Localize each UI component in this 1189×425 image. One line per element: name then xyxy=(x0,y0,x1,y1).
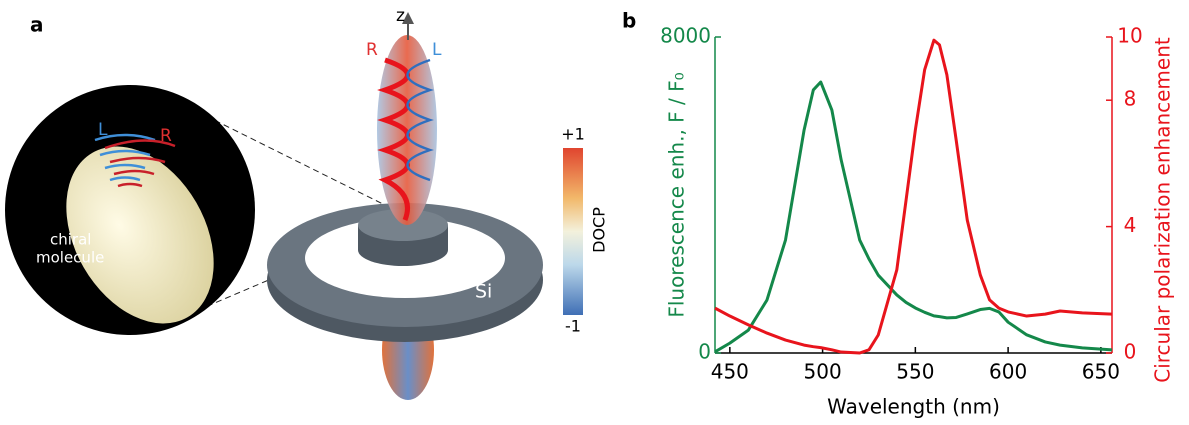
molecule-label: chiral xyxy=(50,231,91,249)
material-label: Si xyxy=(475,281,492,303)
y2-tick-label: 10 xyxy=(1117,24,1142,48)
figure: a L R chiral molecule z R L Si +1 -1 DOC… xyxy=(0,0,1189,421)
y-tick-label: 0 xyxy=(698,340,711,364)
panel-label: a xyxy=(30,13,44,37)
x-tick-label: 550 xyxy=(896,360,934,384)
x-tick-label: 600 xyxy=(989,360,1027,384)
axis-label: z xyxy=(396,6,405,26)
helix-label: L xyxy=(432,40,442,60)
panel-label: b xyxy=(622,9,636,33)
x-axis-label: Wavelength (nm) xyxy=(827,395,1000,419)
y2-tick-label: 0 xyxy=(1124,340,1137,364)
y2-axis-label: Circular polarization enhancement xyxy=(1151,37,1175,383)
x-tick-label: 500 xyxy=(804,360,842,384)
colorbar-label: +1 xyxy=(561,125,585,144)
helix-label: R xyxy=(366,40,378,60)
y-tick-label: 8000 xyxy=(660,24,711,48)
helix-label: R xyxy=(160,126,172,146)
colorbar-label: -1 xyxy=(565,317,581,336)
y2-tick-label: 4 xyxy=(1124,213,1137,237)
x-tick-label: 450 xyxy=(711,360,749,384)
panel-a: a L R chiral molecule z R L Si +1 -1 DOC… xyxy=(5,6,609,400)
colorbar xyxy=(563,148,583,315)
molecule-label: molecule xyxy=(36,249,104,267)
x-tick-label: 650 xyxy=(1082,360,1120,384)
y2-tick-label: 8 xyxy=(1124,87,1137,111)
helix-label: L xyxy=(98,120,108,140)
page: a L R chiral molecule z R L Si +1 -1 DOC… xyxy=(0,0,1189,425)
colorbar-title: DOCP xyxy=(590,207,609,253)
y-axis-label: Fluorescence enh., F / F₀ xyxy=(665,72,689,317)
